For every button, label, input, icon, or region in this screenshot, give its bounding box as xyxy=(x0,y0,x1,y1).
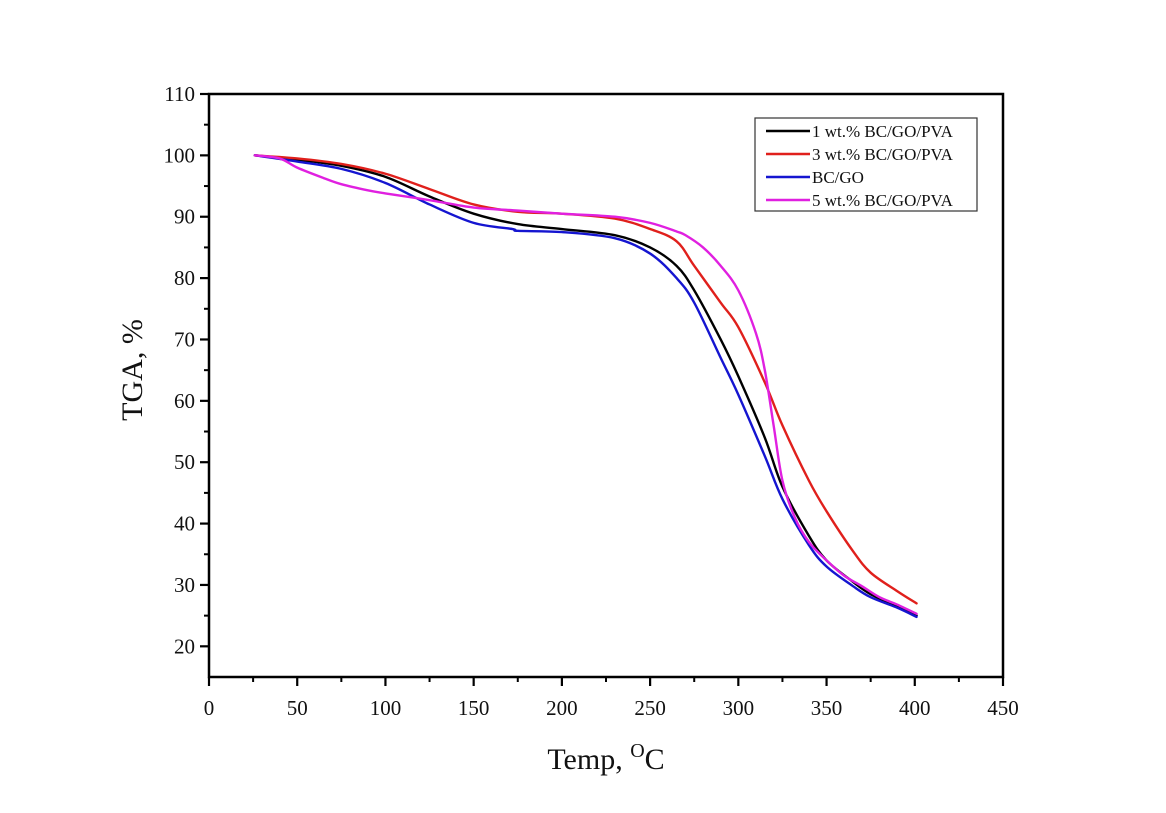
y-tick-label: 50 xyxy=(174,450,195,474)
y-tick-label: 110 xyxy=(164,82,195,106)
legend-label: 3 wt.% BC/GO/PVA xyxy=(812,145,954,164)
x-tick-label: 250 xyxy=(634,696,666,720)
y-tick-label: 70 xyxy=(174,327,195,351)
y-axis: 20 30 40 50 60 70 80 90 100 110 xyxy=(164,82,209,658)
y-tick-label: 80 xyxy=(174,266,195,290)
y-tick-label: 30 xyxy=(174,573,195,597)
legend-label: 1 wt.% BC/GO/PVA xyxy=(812,122,954,141)
y-axis-title: TGA, % xyxy=(116,319,149,421)
x-axis: 0 50 100 150 200 250 300 350 400 450 xyxy=(204,677,1019,720)
y-tick-label: 40 xyxy=(174,512,195,536)
legend-box xyxy=(754,117,978,212)
x-tick-label: 150 xyxy=(458,696,490,720)
x-tick-label: 200 xyxy=(546,696,578,720)
x-axis-title-superscript: O xyxy=(630,740,644,762)
x-axis-title-text: Temp, xyxy=(547,743,630,776)
legend-label: 5 wt.% BC/GO/PVA xyxy=(812,191,954,210)
series-line-3-wt-bc-go-pva xyxy=(253,154,918,605)
x-tick-label: 300 xyxy=(723,696,755,720)
y-tick-label: 100 xyxy=(164,143,196,167)
x-tick-label: 450 xyxy=(987,696,1019,720)
x-axis-title-unit: C xyxy=(645,743,665,776)
x-tick-label: 0 xyxy=(204,696,215,720)
y-tick-label: 20 xyxy=(174,634,195,658)
series-line-5-wt-bc-go-pva xyxy=(253,154,918,615)
legend-label: BC/GO xyxy=(812,168,864,187)
x-tick-label: 400 xyxy=(899,696,931,720)
x-tick-label: 50 xyxy=(287,696,308,720)
y-tick-label: 90 xyxy=(174,205,195,229)
y-tick-label: 60 xyxy=(174,389,195,413)
series-lines xyxy=(253,154,918,619)
x-tick-label: 100 xyxy=(370,696,402,720)
x-tick-label: 350 xyxy=(811,696,843,720)
x-axis-title: Temp, OC xyxy=(547,740,664,776)
legend: 1 wt.% BC/GO/PVA 3 wt.% BC/GO/PVA BC/GO 5 w… xyxy=(754,117,978,212)
